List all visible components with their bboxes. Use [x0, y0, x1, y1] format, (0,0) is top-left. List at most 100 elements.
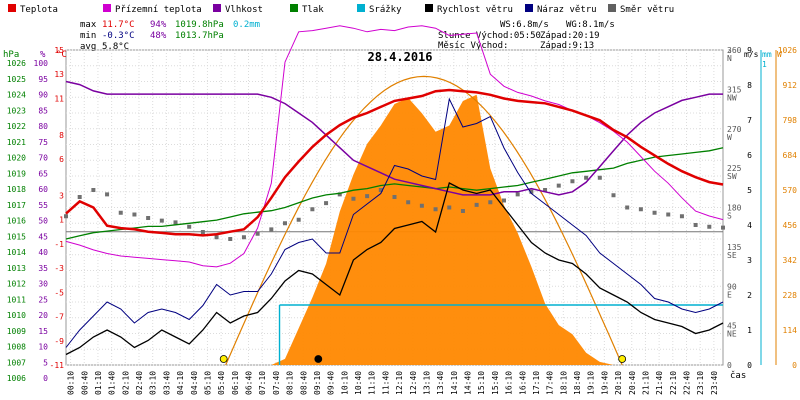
series-direction-dot: [638, 207, 643, 212]
series-direction-dot: [679, 214, 684, 219]
stat-avg-temp: 5.8°C: [102, 42, 129, 52]
axis-x-tick: 15:10: [477, 371, 486, 395]
series-direction-dot: [200, 230, 205, 234]
axis-w-tick: 0: [792, 361, 797, 370]
axis-hpa-tick: 1016: [7, 217, 26, 226]
axis-degc-tick: -9: [54, 337, 64, 346]
axis-hpa-tick: 1006: [7, 374, 26, 383]
series-direction-dot: [132, 212, 137, 217]
series-direction-dot: [310, 207, 315, 212]
axis-pct-tick: 75: [38, 138, 48, 147]
stat-sunrise: Slunce Východ:05:50: [438, 31, 541, 41]
axis-x-tick: 19:40: [600, 371, 609, 395]
axis-x-tick: 23:40: [710, 371, 719, 395]
series-direction-dot: [447, 205, 452, 210]
axis-ms-tick: 6: [747, 151, 752, 160]
series-direction-dot: [460, 209, 465, 213]
series-direction-dot: [159, 218, 164, 223]
axis-x-tick: 00:10: [67, 371, 76, 395]
axis-dir-tick: 0: [727, 361, 732, 370]
axis-x-tick: 23:10: [696, 371, 705, 395]
axis-dir-tick: 360: [727, 46, 742, 55]
series-direction-dot: [214, 235, 219, 240]
axis-degc-title: °C: [56, 50, 67, 60]
axis-pct-tick: 30: [38, 280, 48, 289]
axis-x-tick: 21:40: [655, 371, 664, 395]
series-temperature: [65, 88, 724, 237]
axis-degc-tick: 15: [54, 46, 64, 55]
axis-hpa-tick: 1008: [7, 343, 26, 352]
axis-x-tick: 06:10: [231, 371, 240, 395]
axis-x-tick: 01:10: [94, 371, 103, 395]
axis-degc-tick: -1: [54, 240, 64, 249]
series-direction-dot: [173, 220, 178, 225]
legend-label: Náraz větru: [537, 5, 597, 15]
series-direction-dot: [529, 189, 534, 194]
series-direction-dot: [597, 175, 602, 180]
axis-dir-compass: N: [727, 54, 732, 63]
axis-pct-tick: 90: [38, 91, 48, 100]
series-direction-dot: [584, 175, 589, 180]
axis-dir-compass: SE: [727, 251, 737, 260]
axis-pct-tick: 10: [38, 343, 48, 352]
series-direction-dot: [283, 221, 287, 226]
axis-dir-tick: 315: [727, 85, 742, 94]
axis-pct-title: %: [40, 50, 46, 60]
axis-x-tick: 09:10: [313, 371, 322, 395]
legend-swatch: [357, 4, 365, 12]
axis-degc-tick: -7: [54, 313, 64, 322]
axis-hpa-tick: 1007: [7, 358, 26, 367]
axis-x-tick: 02:10: [121, 371, 130, 395]
axis-pct-tick: 50: [38, 217, 48, 226]
axis-dir-title: °: [727, 50, 732, 60]
series-direction-dot: [228, 237, 233, 241]
axis-hpa-tick: 1009: [7, 327, 26, 336]
series-wind-speed: [65, 182, 724, 356]
stat-max-temp: 11.7°C: [102, 20, 135, 30]
axis-x-tick: 05:10: [203, 371, 212, 395]
axis-dir-tick: 270: [727, 125, 742, 134]
axis-hpa-tick: 1020: [7, 154, 26, 163]
axis-w-tick: 456: [783, 221, 798, 230]
axis-pct-tick: 65: [38, 169, 48, 178]
axis-pct-tick: 40: [38, 248, 48, 257]
axis-pct-tick: 0: [43, 374, 48, 383]
legend-label: Vlhkost: [225, 5, 263, 15]
axis-ms-tick: 7: [747, 116, 752, 125]
axis-x-tick: 14:10: [450, 371, 459, 395]
stat-max-press: 1019.8hPa: [175, 20, 224, 30]
axis-hpa-tick: 1010: [7, 311, 26, 320]
stat-min-label: min: [80, 31, 96, 41]
axis-ms-tick: 8: [747, 81, 752, 90]
legend-swatch: [213, 4, 221, 12]
legend-swatch: [425, 4, 433, 12]
axis-x-tick: 10:40: [354, 371, 363, 395]
axis-w-tick: 1026: [778, 46, 797, 55]
stat-min-press: 1013.7hPa: [175, 31, 224, 41]
axis-pct-tick: 25: [38, 295, 48, 304]
axis-dir-tick: 225: [727, 164, 742, 173]
sunset-marker: [618, 355, 627, 363]
axis-hpa-tick: 1018: [7, 185, 26, 194]
series-direction-dot: [296, 217, 301, 222]
axis-dir-tick: 135: [727, 243, 742, 252]
axis-x-tick: 19:10: [587, 371, 596, 395]
stat-avg-label: avg: [80, 42, 96, 52]
axis-hpa-tick: 1023: [7, 106, 26, 115]
axis-x-tick: 07:40: [272, 371, 281, 395]
axis-hpa-tick: 1015: [7, 232, 26, 241]
axis-x-tick: 03:40: [162, 371, 171, 395]
axis-degc-tick: 3: [59, 191, 64, 200]
axis-pct-tick: 80: [38, 122, 48, 131]
axis-pct-tick: 95: [38, 75, 48, 84]
series-direction-dot: [556, 183, 561, 188]
axis-x-tick: 18:40: [573, 371, 582, 395]
axis-x-tick: 04:10: [176, 371, 185, 395]
axis-w-tick: 570: [783, 186, 798, 195]
series-direction-dot: [351, 196, 356, 201]
axis-x-tick: 13:10: [422, 371, 431, 395]
axis-w-title: W: [777, 50, 782, 59]
series-direction-dot: [365, 194, 370, 199]
axis-x-tick: 22:40: [683, 371, 692, 395]
